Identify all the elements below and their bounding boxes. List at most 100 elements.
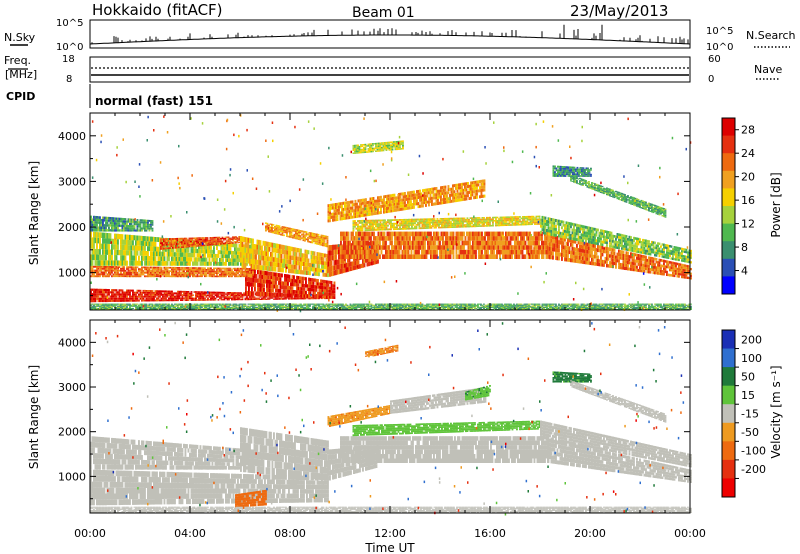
power-cell <box>273 243 275 248</box>
power-cell <box>238 292 241 294</box>
power-cell <box>220 261 223 266</box>
power-cell <box>97 299 100 303</box>
power-cell <box>315 259 317 264</box>
power-cell <box>452 231 455 237</box>
power-cell <box>269 228 272 230</box>
power-cell <box>132 299 134 302</box>
power-cell <box>94 265 97 268</box>
power-cell <box>259 255 262 261</box>
power-cell <box>309 277 312 282</box>
power-cell <box>160 244 162 246</box>
power-cell <box>174 268 176 271</box>
power-cell <box>237 294 239 297</box>
power-cell <box>272 276 274 281</box>
power-cell <box>284 226 287 229</box>
power-cell <box>302 234 305 236</box>
power-cell <box>225 297 227 299</box>
power-cell <box>117 275 119 278</box>
power-cell <box>247 253 250 259</box>
power-cell <box>129 297 131 300</box>
power-cell <box>304 266 307 271</box>
power-cell <box>147 236 149 242</box>
power-cell <box>274 248 277 253</box>
power-cell <box>91 254 94 261</box>
power-cell <box>139 295 142 298</box>
power-cell <box>435 226 437 229</box>
power-cell <box>245 281 247 287</box>
power-cell <box>105 243 107 250</box>
power-cell <box>141 299 143 302</box>
power-cell <box>103 299 106 303</box>
power-cell <box>97 226 100 229</box>
power-cell <box>384 219 386 222</box>
power-cell <box>229 294 232 297</box>
power-cell <box>112 217 115 220</box>
power-cell <box>108 224 110 227</box>
power-cell <box>393 224 395 227</box>
power-cell <box>349 240 351 246</box>
power-cell <box>117 297 119 300</box>
power-cell <box>109 254 112 261</box>
power-cell <box>232 237 234 239</box>
power-cell <box>159 272 161 274</box>
power-cell <box>202 249 205 254</box>
power-cell <box>182 242 185 245</box>
power-cell <box>208 299 211 301</box>
power-cell <box>135 295 137 298</box>
power-cell <box>114 222 116 225</box>
power-cell <box>130 268 133 270</box>
power-cell <box>154 275 157 278</box>
power-cell <box>207 249 209 254</box>
power-cell <box>166 243 168 246</box>
power-cell <box>195 268 197 271</box>
power-cell <box>168 299 170 302</box>
power-cell <box>126 220 128 223</box>
power-cell <box>324 261 326 266</box>
power-cell <box>258 287 261 292</box>
power-cell <box>326 235 329 238</box>
power-cell <box>160 266 163 269</box>
power-cell <box>241 269 244 271</box>
power-cell <box>227 241 230 243</box>
power-cell <box>109 291 112 294</box>
power-cell <box>330 260 333 266</box>
power-cell <box>103 266 106 268</box>
power-cell <box>268 298 271 300</box>
power-cell <box>240 236 242 242</box>
power-cell <box>280 298 283 300</box>
power-cell <box>308 240 311 243</box>
power-cell <box>177 267 179 269</box>
power-cell <box>231 292 233 294</box>
power-cell <box>93 275 95 278</box>
power-cell <box>175 273 178 276</box>
power-cell <box>258 270 261 275</box>
power-cell <box>327 283 330 287</box>
power-cell <box>493 249 495 255</box>
power-cell <box>297 279 300 284</box>
power-cell <box>313 271 316 276</box>
power-cell <box>144 260 146 266</box>
power-cell <box>265 251 268 257</box>
power-cell <box>294 269 296 274</box>
power-cell <box>147 221 149 224</box>
power-cell <box>102 267 104 270</box>
power-cell <box>279 253 281 259</box>
power-cell <box>100 265 103 268</box>
power-cell <box>206 238 209 240</box>
power-cell <box>211 275 214 278</box>
power-cell <box>161 238 164 241</box>
power-cell <box>259 265 262 271</box>
power-cell <box>182 237 185 240</box>
power-cell <box>132 225 134 228</box>
power-cell <box>267 251 269 257</box>
power-cell <box>259 298 262 300</box>
power-cell <box>123 291 125 294</box>
power-cell <box>117 233 119 240</box>
power-cell <box>174 256 176 262</box>
power-cell <box>111 221 113 225</box>
power-cell <box>511 221 514 223</box>
power-cell <box>182 246 185 248</box>
power-cell <box>286 235 288 237</box>
power-cell <box>156 266 158 269</box>
power-cell <box>99 226 101 230</box>
